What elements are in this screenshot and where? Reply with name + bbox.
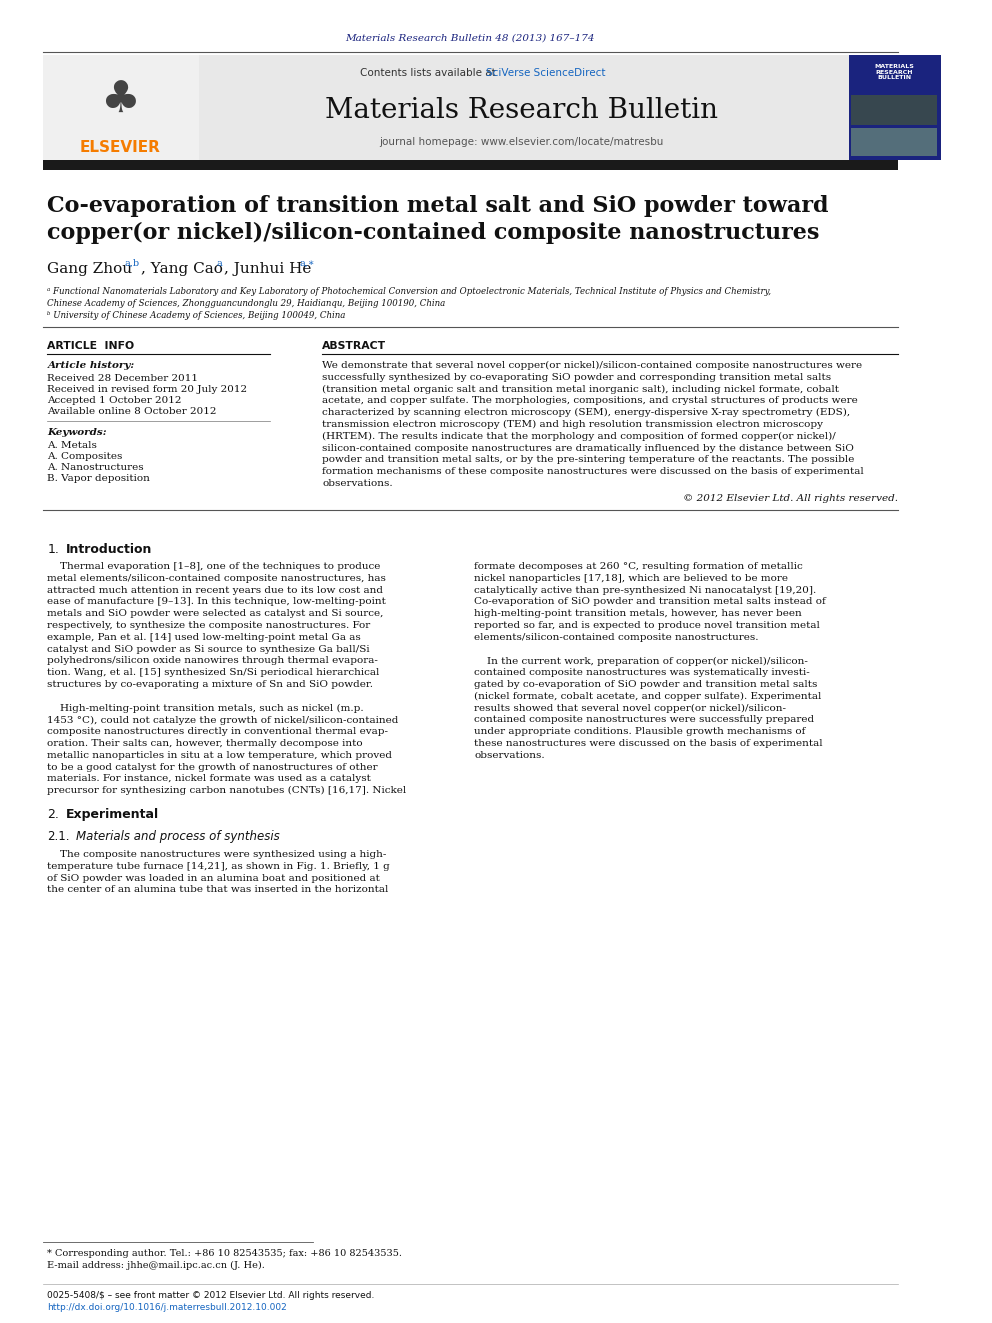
Text: 1453 °C), could not catalyze the growth of nickel/silicon-contained: 1453 °C), could not catalyze the growth … (48, 716, 399, 725)
Text: Thermal evaporation [1–8], one of the techniques to produce: Thermal evaporation [1–8], one of the te… (48, 562, 381, 572)
Text: Co-evaporation of SiO powder and transition metal salts instead of: Co-evaporation of SiO powder and transit… (474, 598, 825, 606)
Text: successfully synthesized by co-evaporating SiO powder and corresponding transiti: successfully synthesized by co-evaporati… (322, 373, 831, 382)
Text: Contents lists available at: Contents lists available at (360, 67, 499, 78)
Text: contained composite nanostructures were successfully prepared: contained composite nanostructures were … (474, 716, 814, 725)
Text: (nickel formate, cobalt acetate, and copper sulfate). Experimental: (nickel formate, cobalt acetate, and cop… (474, 692, 821, 701)
Bar (851, 128, 936, 156)
Text: Materials Research Bulletin 48 (2013) 167–174: Materials Research Bulletin 48 (2013) 16… (345, 33, 595, 42)
Text: catalyst and SiO powder as Si source to synthesize Ga ball/Si: catalyst and SiO powder as Si source to … (48, 644, 370, 654)
Text: metals and SiO powder were selected as catalyst and Si source,: metals and SiO powder were selected as c… (48, 609, 384, 618)
Text: (transition metal organic salt and transition metal inorganic salt), including n: (transition metal organic salt and trans… (322, 385, 839, 394)
Text: formation mechanisms of these composite nanostructures were discussed on the bas: formation mechanisms of these composite … (322, 467, 864, 476)
Text: temperature tube furnace [14,21], as shown in Fig. 1. Briefly, 1 g: temperature tube furnace [14,21], as sho… (48, 861, 390, 871)
Text: ABSTRACT: ABSTRACT (322, 341, 387, 351)
Text: High-melting-point transition metals, such as nickel (m.p.: High-melting-point transition metals, su… (48, 704, 364, 713)
Text: Experimental: Experimental (66, 808, 160, 822)
Text: A. Composites: A. Composites (48, 452, 123, 460)
Text: structures by co-evaporating a mixture of Sn and SiO powder.: structures by co-evaporating a mixture o… (48, 680, 373, 689)
Text: The composite nanostructures were synthesized using a high-: The composite nanostructures were synthe… (48, 849, 387, 859)
Text: oration. Their salts can, however, thermally decompose into: oration. Their salts can, however, therm… (48, 740, 363, 747)
Text: 2.1.: 2.1. (48, 830, 69, 843)
Text: Article history:: Article history: (48, 361, 135, 370)
Text: a: a (216, 259, 222, 269)
Bar (43, 160, 898, 169)
Text: tion. Wang, et al. [15] synthesized Sn/Si periodical hierarchical: tion. Wang, et al. [15] synthesized Sn/S… (48, 668, 380, 677)
Text: respectively, to synthesize the composite nanostructures. For: respectively, to synthesize the composit… (48, 620, 371, 630)
Text: powder and transition metal salts, or by the pre-sintering temperature of the re: powder and transition metal salts, or by… (322, 455, 855, 464)
Text: these nanostructures were discussed on the basis of experimental: these nanostructures were discussed on t… (474, 740, 822, 747)
Bar (851, 95, 936, 124)
Text: , Junhui He: , Junhui He (224, 262, 311, 277)
Text: Accepted 1 October 2012: Accepted 1 October 2012 (48, 396, 182, 405)
Text: http://dx.doi.org/10.1016/j.materresbull.2012.10.002: http://dx.doi.org/10.1016/j.materresbull… (48, 1303, 287, 1312)
Text: under appropriate conditions. Plausible growth mechanisms of: under appropriate conditions. Plausible … (474, 728, 806, 736)
Text: A. Metals: A. Metals (48, 441, 97, 450)
Bar (43, 56, 199, 160)
Text: E-mail address: jhhe@mail.ipc.ac.cn (J. He).: E-mail address: jhhe@mail.ipc.ac.cn (J. … (48, 1261, 265, 1270)
Text: of SiO powder was loaded in an alumina boat and positioned at: of SiO powder was loaded in an alumina b… (48, 873, 380, 882)
Text: copper(or nickel)/silicon-contained composite nanostructures: copper(or nickel)/silicon-contained comp… (48, 222, 819, 245)
Text: metal elements/silicon-contained composite nanostructures, has: metal elements/silicon-contained composi… (48, 574, 386, 583)
Bar (199, 56, 848, 160)
Text: (HRTEM). The results indicate that the morphology and composition of formed copp: (HRTEM). The results indicate that the m… (322, 431, 836, 441)
Text: silicon-contained composite nanostructures are dramatically influenced by the di: silicon-contained composite nanostructur… (322, 443, 854, 452)
Text: elements/silicon-contained composite nanostructures.: elements/silicon-contained composite nan… (474, 632, 759, 642)
Text: formate decomposes at 260 °C, resulting formation of metallic: formate decomposes at 260 °C, resulting … (474, 562, 803, 572)
Text: Received 28 December 2011: Received 28 December 2011 (48, 374, 198, 382)
Text: ᵃ Functional Nanomaterials Laboratory and Key Laboratory of Photochemical Conver: ᵃ Functional Nanomaterials Laboratory an… (48, 287, 772, 296)
Text: nickel nanoparticles [17,18], which are believed to be more: nickel nanoparticles [17,18], which are … (474, 574, 788, 583)
Text: observations.: observations. (474, 750, 545, 759)
Text: the center of an alumina tube that was inserted in the horizontal: the center of an alumina tube that was i… (48, 885, 389, 894)
Text: Chinese Academy of Sciences, Zhongguancundonglu 29, Haidianqu, Beijing 100190, C: Chinese Academy of Sciences, Zhongguancu… (48, 299, 445, 308)
Text: Materials Research Bulletin: Materials Research Bulletin (325, 97, 718, 123)
Text: attracted much attention in recent years due to its low cost and: attracted much attention in recent years… (48, 586, 383, 594)
Text: gated by co-evaporation of SiO powder and transition metal salts: gated by co-evaporation of SiO powder an… (474, 680, 817, 689)
Text: observations.: observations. (322, 479, 393, 488)
Text: 2.: 2. (48, 808, 60, 822)
Text: catalytically active than pre-synthesized Ni nanocatalyst [19,20].: catalytically active than pre-synthesize… (474, 586, 816, 594)
Text: Gang Zhou: Gang Zhou (48, 262, 133, 277)
Text: ♣: ♣ (100, 78, 140, 122)
Text: to be a good catalyst for the growth of nanostructures of other: to be a good catalyst for the growth of … (48, 762, 378, 771)
Text: Available online 8 October 2012: Available online 8 October 2012 (48, 407, 217, 415)
Text: ELSEVIER: ELSEVIER (80, 140, 161, 156)
Text: B. Vapor deposition: B. Vapor deposition (48, 474, 150, 483)
Text: high-melting-point transition metals, however, has never been: high-melting-point transition metals, ho… (474, 609, 802, 618)
Text: acetate, and copper sulfate. The morphologies, compositions, and crystal structu: acetate, and copper sulfate. The morphol… (322, 397, 858, 405)
Text: , Yang Cao: , Yang Cao (141, 262, 223, 277)
Text: * Corresponding author. Tel.: +86 10 82543535; fax: +86 10 82543535.: * Corresponding author. Tel.: +86 10 825… (48, 1249, 403, 1258)
Text: Materials and process of synthesis: Materials and process of synthesis (75, 830, 280, 843)
Text: contained composite nanostructures was systematically investi-: contained composite nanostructures was s… (474, 668, 809, 677)
Text: a,b: a,b (124, 259, 139, 269)
Bar (848, 56, 940, 160)
Text: characterized by scanning electron microscopy (SEM), energy-dispersive X-ray spe: characterized by scanning electron micro… (322, 409, 850, 417)
Text: A. Nanostructures: A. Nanostructures (48, 463, 144, 472)
Text: We demonstrate that several novel copper(or nickel)/silicon-contained composite : We demonstrate that several novel copper… (322, 361, 862, 370)
Text: reported so far, and is expected to produce novel transition metal: reported so far, and is expected to prod… (474, 620, 820, 630)
Text: © 2012 Elsevier Ltd. All rights reserved.: © 2012 Elsevier Ltd. All rights reserved… (682, 493, 898, 503)
Text: metallic nanoparticles in situ at a low temperature, which proved: metallic nanoparticles in situ at a low … (48, 750, 393, 759)
Text: MATERIALS
RESEARCH
BULLETIN: MATERIALS RESEARCH BULLETIN (874, 64, 914, 81)
Text: Keywords:: Keywords: (48, 429, 107, 437)
Text: composite nanostructures directly in conventional thermal evap-: composite nanostructures directly in con… (48, 728, 389, 736)
Text: Introduction: Introduction (66, 542, 153, 556)
Text: ease of manufacture [9–13]. In this technique, low-melting-point: ease of manufacture [9–13]. In this tech… (48, 598, 386, 606)
Text: 0025-5408/$ – see front matter © 2012 Elsevier Ltd. All rights reserved.: 0025-5408/$ – see front matter © 2012 El… (48, 1291, 375, 1301)
Text: polyhedrons/silicon oxide nanowires through thermal evapora-: polyhedrons/silicon oxide nanowires thro… (48, 656, 378, 665)
Text: journal homepage: www.elsevier.com/locate/matresbu: journal homepage: www.elsevier.com/locat… (379, 138, 664, 147)
Text: 1.: 1. (48, 542, 60, 556)
Text: materials. For instance, nickel formate was used as a catalyst: materials. For instance, nickel formate … (48, 774, 371, 783)
Text: transmission electron microscopy (TEM) and high resolution transmission electron: transmission electron microscopy (TEM) a… (322, 419, 823, 429)
Text: precursor for synthesizing carbon nanotubes (CNTs) [16,17]. Nickel: precursor for synthesizing carbon nanotu… (48, 786, 407, 795)
Text: ARTICLE  INFO: ARTICLE INFO (48, 341, 135, 351)
Text: SciVerse ScienceDirect: SciVerse ScienceDirect (486, 67, 606, 78)
Text: results showed that several novel copper(or nickel)/silicon-: results showed that several novel copper… (474, 704, 786, 713)
Text: Received in revised form 20 July 2012: Received in revised form 20 July 2012 (48, 385, 248, 394)
Text: example, Pan et al. [14] used low-melting-point metal Ga as: example, Pan et al. [14] used low-meltin… (48, 632, 361, 642)
Text: In the current work, preparation of copper(or nickel)/silicon-: In the current work, preparation of copp… (474, 656, 807, 665)
Text: Co-evaporation of transition metal salt and SiO powder toward: Co-evaporation of transition metal salt … (48, 194, 829, 217)
Text: ᵇ University of Chinese Academy of Sciences, Beijing 100049, China: ᵇ University of Chinese Academy of Scien… (48, 311, 346, 320)
Text: a,∗: a,∗ (300, 259, 315, 269)
